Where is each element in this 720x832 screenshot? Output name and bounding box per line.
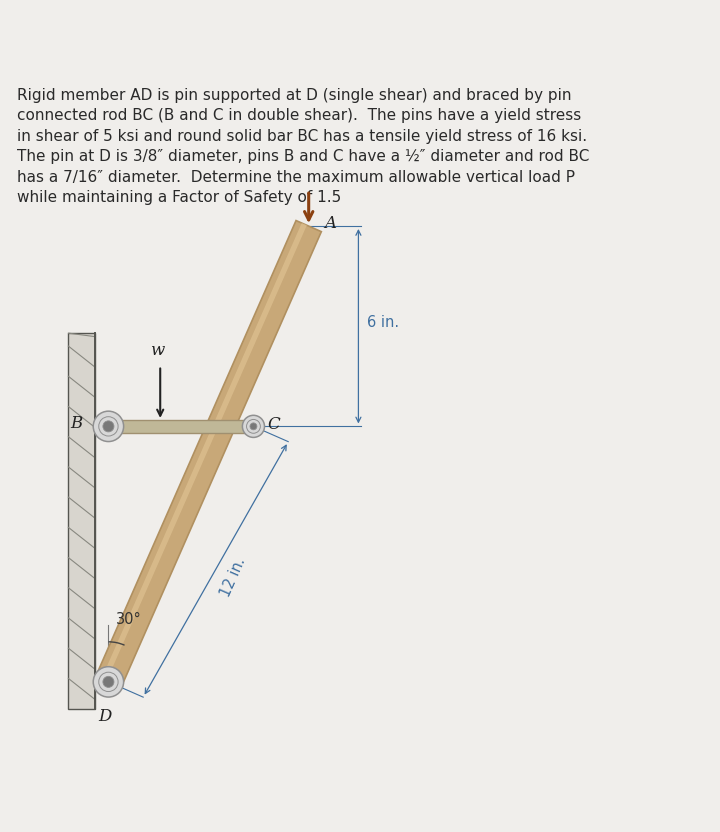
Circle shape bbox=[250, 423, 257, 430]
Text: D: D bbox=[99, 708, 112, 726]
Polygon shape bbox=[96, 220, 321, 687]
Text: w: w bbox=[150, 342, 164, 359]
Text: A: A bbox=[324, 215, 336, 232]
Circle shape bbox=[93, 666, 124, 697]
Text: Rigid member AD is pin supported at D (single shear) and braced by pin
connected: Rigid member AD is pin supported at D (s… bbox=[17, 88, 589, 205]
Text: C: C bbox=[267, 416, 280, 433]
Text: 12 in.: 12 in. bbox=[218, 555, 248, 599]
Polygon shape bbox=[109, 420, 253, 433]
Text: B: B bbox=[70, 415, 82, 432]
Polygon shape bbox=[102, 223, 307, 681]
Circle shape bbox=[243, 415, 264, 438]
Text: 30°: 30° bbox=[116, 612, 142, 627]
Circle shape bbox=[103, 421, 114, 432]
Circle shape bbox=[93, 411, 124, 442]
Text: 6 in.: 6 in. bbox=[367, 315, 400, 330]
Bar bbox=[68, 333, 94, 710]
Circle shape bbox=[103, 676, 114, 687]
